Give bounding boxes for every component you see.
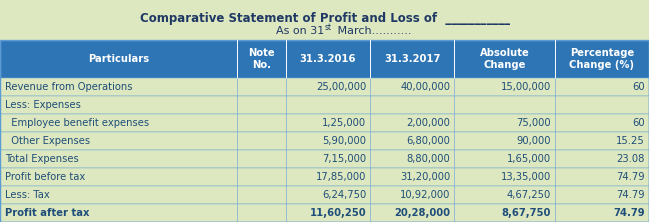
Text: 74.79: 74.79 <box>613 208 645 218</box>
Bar <box>0 96 649 114</box>
Text: Absolute
Change: Absolute Change <box>480 48 530 70</box>
Text: 6,24,750: 6,24,750 <box>322 190 366 200</box>
Text: Revenue from Operations: Revenue from Operations <box>5 82 132 92</box>
Text: 60: 60 <box>633 118 645 128</box>
Text: Total Expenses: Total Expenses <box>5 154 79 164</box>
Bar <box>0 40 649 78</box>
Text: Profit before tax: Profit before tax <box>5 172 86 182</box>
Text: 4,67,250: 4,67,250 <box>507 190 551 200</box>
Text: Less: Expenses: Less: Expenses <box>5 100 81 110</box>
Text: 11,60,250: 11,60,250 <box>310 208 366 218</box>
Text: As on 31: As on 31 <box>276 26 324 36</box>
Text: 10,92,000: 10,92,000 <box>400 190 450 200</box>
Bar <box>0 168 649 186</box>
Text: 6,80,000: 6,80,000 <box>406 136 450 146</box>
Bar <box>0 114 649 132</box>
Text: Employee benefit expenses: Employee benefit expenses <box>5 118 149 128</box>
Bar <box>0 150 649 168</box>
Text: 1,65,000: 1,65,000 <box>507 154 551 164</box>
Text: Other Expenses: Other Expenses <box>5 136 90 146</box>
Text: 7,15,000: 7,15,000 <box>322 154 366 164</box>
Text: Note
No.: Note No. <box>248 48 275 70</box>
Bar <box>0 78 649 96</box>
Bar <box>0 40 649 222</box>
Text: 40,00,000: 40,00,000 <box>400 82 450 92</box>
Text: 75,000: 75,000 <box>517 118 551 128</box>
Text: Comparative Statement of Profit and Loss of  ___________: Comparative Statement of Profit and Loss… <box>140 12 509 25</box>
Text: 8,67,750: 8,67,750 <box>502 208 551 218</box>
Text: 15,00,000: 15,00,000 <box>501 82 551 92</box>
Text: 2,00,000: 2,00,000 <box>406 118 450 128</box>
Text: 60: 60 <box>633 82 645 92</box>
Text: 5,90,000: 5,90,000 <box>322 136 366 146</box>
Text: 31,20,000: 31,20,000 <box>400 172 450 182</box>
Text: 20,28,000: 20,28,000 <box>395 208 450 218</box>
Text: 31.3.2016: 31.3.2016 <box>299 54 356 64</box>
Text: 74.79: 74.79 <box>617 190 645 200</box>
Text: Profit after tax: Profit after tax <box>5 208 90 218</box>
Text: Percentage
Change (%): Percentage Change (%) <box>569 48 635 70</box>
Bar <box>0 204 649 222</box>
Text: 74.79: 74.79 <box>617 172 645 182</box>
Text: 13,35,000: 13,35,000 <box>501 172 551 182</box>
Text: 25,00,000: 25,00,000 <box>316 82 366 92</box>
Text: 1,25,000: 1,25,000 <box>322 118 366 128</box>
Bar <box>0 40 649 78</box>
Text: 90,000: 90,000 <box>517 136 551 146</box>
Text: Less: Tax: Less: Tax <box>5 190 50 200</box>
Text: 17,85,000: 17,85,000 <box>315 172 366 182</box>
Text: March...........: March........... <box>334 26 411 36</box>
Text: st: st <box>324 23 332 32</box>
Text: 8,80,000: 8,80,000 <box>407 154 450 164</box>
Bar <box>0 186 649 204</box>
Bar <box>0 132 649 150</box>
Text: 31.3.2017: 31.3.2017 <box>384 54 440 64</box>
Text: 23.08: 23.08 <box>617 154 645 164</box>
Text: Particulars: Particulars <box>88 54 149 64</box>
Text: 15.25: 15.25 <box>617 136 645 146</box>
